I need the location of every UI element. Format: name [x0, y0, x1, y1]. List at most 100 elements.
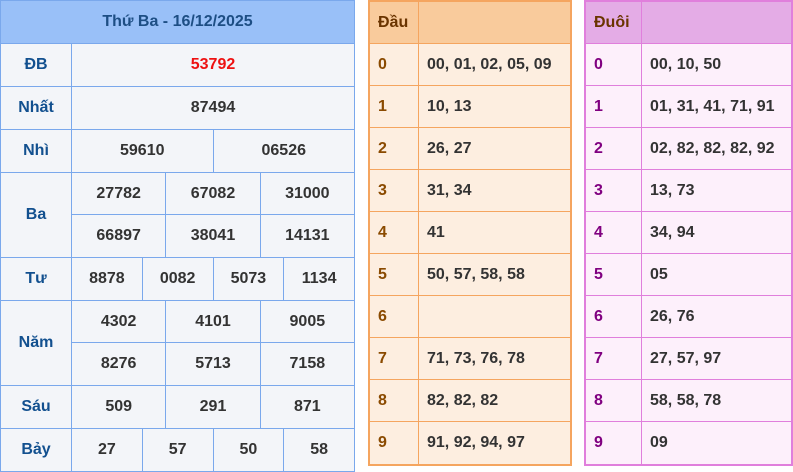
duoi-values: 27, 57, 97: [650, 349, 722, 367]
prize-number: 57: [143, 429, 214, 471]
dau-values: 41: [427, 223, 445, 241]
dau-header-label: Đầu: [370, 2, 419, 43]
duoi-digit: 2: [586, 128, 642, 169]
duoi-digit: 7: [586, 338, 642, 379]
dau-row: 2 26, 27: [370, 128, 570, 170]
prize-number: 14131: [285, 227, 330, 244]
dau-values: 26, 27: [427, 139, 472, 157]
dau-row: 8 82, 82, 82: [370, 380, 570, 422]
prize-label: Nhất: [1, 87, 72, 129]
duoi-header: Đuôi: [586, 2, 791, 44]
duoi-digit: 9: [586, 422, 642, 464]
duoi-row: 0 00, 10, 50: [586, 44, 791, 86]
dau-row: 6: [370, 296, 570, 338]
dau-values: 50, 57, 58, 58: [427, 265, 525, 283]
prize-number: 4101: [166, 301, 261, 342]
duoi-values: 01, 31, 41, 71, 91: [650, 97, 775, 115]
dau-row: 5 50, 57, 58, 58: [370, 254, 570, 296]
dau-digit: 0: [370, 44, 419, 85]
prize-row: Năm 4302 4101 9005 8276 5713 7158: [1, 301, 354, 386]
dau-values: 71, 73, 76, 78: [427, 349, 525, 367]
prize-number: 06526: [261, 142, 307, 159]
dau-row: 9 91, 92, 94, 97: [370, 422, 570, 464]
dau-row: 7 71, 73, 76, 78: [370, 338, 570, 380]
dau-values: 00, 01, 02, 05, 09: [427, 55, 552, 73]
dau-digit: 9: [370, 422, 419, 464]
duoi-row: 6 26, 76: [586, 296, 791, 338]
duoi-values: 13, 73: [650, 181, 695, 199]
prize-number: 509: [72, 386, 167, 428]
duoi-values: 02, 82, 82, 82, 92: [650, 139, 775, 157]
duoi-row: 3 13, 73: [586, 170, 791, 212]
duoi-values: 58, 58, 78: [650, 391, 722, 409]
results-title: Thứ Ba - 16/12/2025: [1, 1, 354, 44]
dau-digit: 4: [370, 212, 419, 253]
prize-number: 291: [166, 386, 261, 428]
prize-number: 9005: [289, 312, 326, 330]
duoi-row: 9 09: [586, 422, 791, 464]
prize-label: Nhì: [1, 130, 72, 172]
prize-number: 67082: [166, 173, 261, 214]
duoi-row: 4 34, 94: [586, 212, 791, 254]
prize-row: Ba 27782 67082 31000 66897 38041 14131: [1, 173, 354, 258]
dau-values: 10, 13: [427, 97, 472, 115]
prize-number: 66897: [72, 215, 167, 257]
dau-digit: 7: [370, 338, 419, 379]
dau-header: Đầu: [370, 2, 570, 44]
prize-row: Bảy 27 57 50 58: [1, 429, 354, 471]
duoi-digit: 1: [586, 86, 642, 127]
duoi-values: 34, 94: [650, 223, 695, 241]
duoi-digit: 8: [586, 380, 642, 421]
dau-row: 0 00, 01, 02, 05, 09: [370, 44, 570, 86]
prize-number: 4302: [72, 301, 167, 342]
duoi-digit: 5: [586, 254, 642, 295]
dau-row: 3 31, 34: [370, 170, 570, 212]
duoi-table: Đuôi 0 00, 10, 50 1 01, 31, 41, 71, 91 2 02, …: [584, 0, 793, 466]
prize-label: Ba: [1, 173, 72, 257]
results-table: Thứ Ba - 16/12/2025 ĐB 53792 Nhất 87494 Nhì 5…: [0, 0, 355, 472]
duoi-values: 26, 76: [650, 307, 695, 325]
dau-digit: 6: [370, 296, 419, 337]
duoi-row: 1 01, 31, 41, 71, 91: [586, 86, 791, 128]
duoi-values: 09: [650, 434, 668, 451]
duoi-row: 5 05: [586, 254, 791, 296]
prize-number: 1134: [301, 270, 337, 287]
prize-row: Nhất 87494: [1, 87, 354, 130]
prize-row: Sáu 509 291 871: [1, 386, 354, 429]
duoi-values: 00, 10, 50: [650, 55, 722, 73]
dau-digit: 8: [370, 380, 419, 421]
prize-number: 27: [72, 429, 143, 471]
prize-number: 871: [293, 398, 321, 415]
dau-row: 1 10, 13: [370, 86, 570, 128]
dau-values: 82, 82, 82: [427, 391, 499, 409]
dau-values: 31, 34: [427, 181, 472, 199]
prize-label: Bảy: [1, 429, 72, 471]
prize-number: 27782: [72, 173, 167, 214]
special-prize-number: 53792: [190, 56, 236, 73]
prize-label: Tư: [1, 258, 72, 300]
duoi-digit: 6: [586, 296, 642, 337]
duoi-values: 05: [650, 265, 668, 283]
duoi-row: 7 27, 57, 97: [586, 338, 791, 380]
prize-label: Năm: [1, 301, 72, 385]
prize-label: ĐB: [1, 44, 72, 86]
dau-digit: 3: [370, 170, 419, 211]
duoi-header-label: Đuôi: [586, 2, 642, 43]
dau-digit: 5: [370, 254, 419, 295]
duoi-digit: 3: [586, 170, 642, 211]
dau-row: 4 41: [370, 212, 570, 254]
duoi-row: 8 58, 58, 78: [586, 380, 791, 422]
dau-table: Đầu 0 00, 01, 02, 05, 09 1 10, 13 2 26, 27 3 31…: [368, 0, 572, 466]
prize-number: 5073: [214, 258, 285, 300]
prize-number: 50: [214, 429, 285, 471]
prize-number: 7158: [289, 355, 326, 372]
prize-number: 0082: [143, 258, 214, 300]
duoi-digit: 4: [586, 212, 642, 253]
prize-number: 5713: [166, 343, 261, 385]
duoi-row: 2 02, 82, 82, 82, 92: [586, 128, 791, 170]
prize-number: 8276: [72, 343, 167, 385]
dau-values: 91, 92, 94, 97: [427, 434, 525, 451]
dau-digit: 1: [370, 86, 419, 127]
prize-row: Nhì 59610 06526: [1, 130, 354, 173]
prize-number: 59610: [72, 130, 214, 172]
